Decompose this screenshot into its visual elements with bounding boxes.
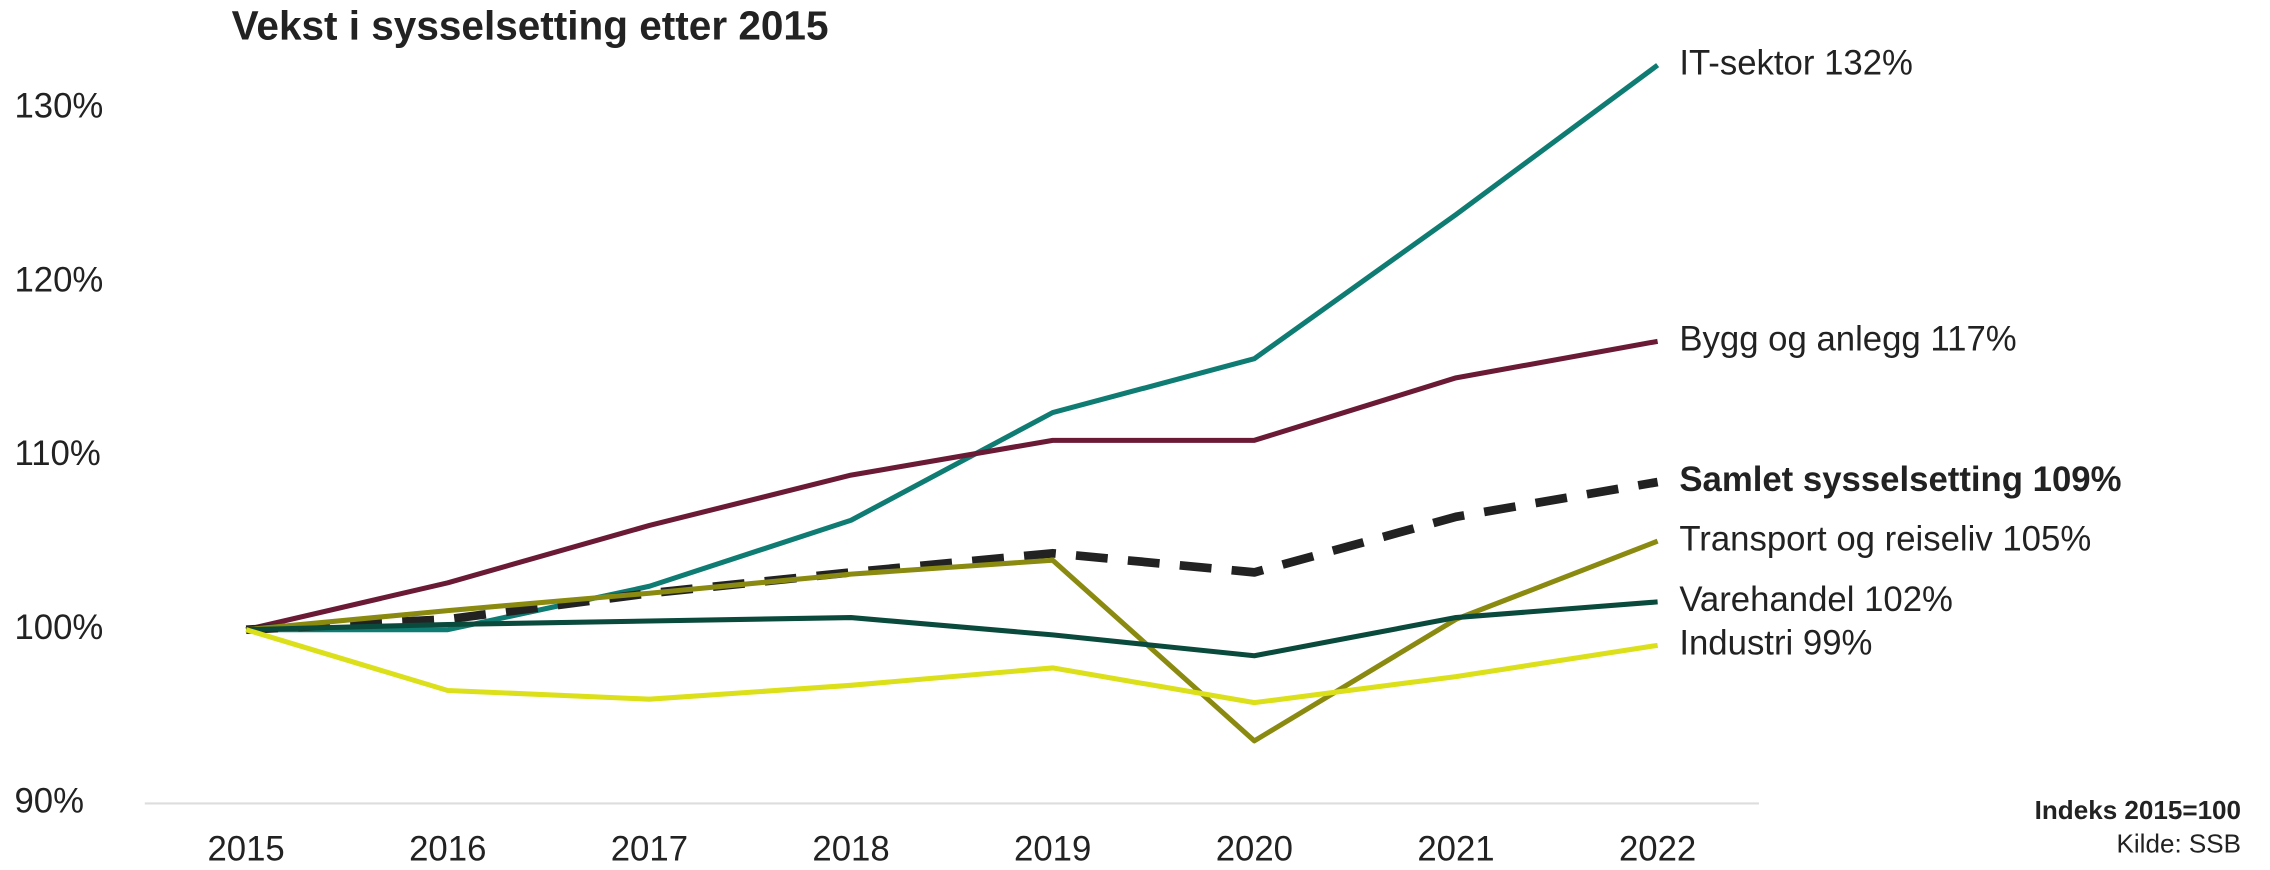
x-tick-label: 2018 — [812, 830, 889, 868]
series-label: Transport og reiseliv 105% — [1679, 520, 2091, 558]
y-tick-label: 120% — [14, 261, 103, 299]
x-tick-label: 2017 — [611, 830, 688, 868]
source: Kilde: SSB — [2117, 828, 2242, 858]
note: Indeks 2015=100 — [2035, 795, 2241, 825]
y-tick-label: 130% — [14, 88, 103, 126]
x-tick-label: 2020 — [1216, 830, 1293, 868]
x-tick-label: 2019 — [1014, 830, 1091, 868]
y-tick-label: 100% — [14, 609, 103, 647]
chart-title: Vekst i sysselsetting etter 2015 — [232, 3, 829, 49]
x-tick-label: 2022 — [1619, 830, 1696, 868]
series-line — [245, 477, 1659, 635]
x-tick-label: 2016 — [409, 830, 486, 868]
series-line — [245, 627, 1659, 706]
series-label: Industri 99% — [1679, 625, 1872, 663]
y-tick-label: 90% — [14, 783, 84, 821]
series-label: Bygg og anlegg 117% — [1679, 321, 2016, 359]
y-tick-label: 110% — [14, 435, 100, 473]
x-tick-label: 2021 — [1417, 830, 1494, 868]
series-label: IT-sektor 132% — [1679, 44, 1913, 82]
series-label: Varehandel 102% — [1679, 581, 1953, 619]
series-line — [246, 63, 1660, 633]
series-line — [245, 338, 1659, 633]
series-line — [246, 599, 1658, 659]
series-label: Samlet sysselsetting 109% — [1679, 461, 2121, 499]
x-tick-label: 2015 — [207, 830, 284, 868]
series-line — [245, 538, 1659, 744]
